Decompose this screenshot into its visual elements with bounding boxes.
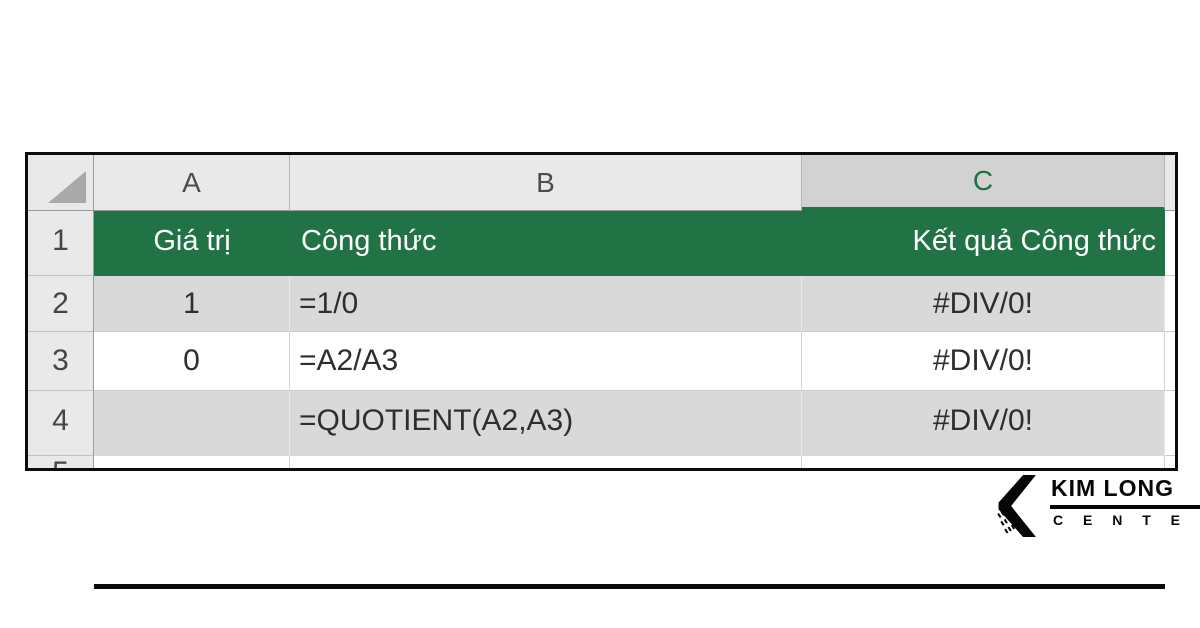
cell-a5[interactable] bbox=[94, 456, 290, 468]
cell-c5[interactable] bbox=[802, 456, 1165, 468]
cell-d3[interactable] bbox=[1165, 332, 1175, 391]
cell-c2[interactable]: #DIV/0! bbox=[802, 276, 1165, 332]
row-header-4[interactable]: 4 bbox=[28, 391, 94, 456]
column-header-sliver[interactable] bbox=[1165, 155, 1175, 211]
cell-a3[interactable]: 0 bbox=[94, 332, 290, 391]
kimlong-logo-text: KIM LONG C E N T E R bbox=[1050, 475, 1200, 528]
logo-line2: C E N T E R bbox=[1053, 512, 1200, 528]
spreadsheet-grid: A B C 1 Giá trị Công thức Kết quả Công t… bbox=[25, 152, 1178, 589]
cell-d5[interactable] bbox=[1165, 456, 1175, 468]
select-all-corner[interactable] bbox=[28, 155, 94, 211]
kimlong-logo: KIM LONG C E N T E R bbox=[997, 475, 1200, 537]
cell-d1[interactable] bbox=[1165, 211, 1175, 276]
cell-b5[interactable] bbox=[290, 456, 802, 468]
thick-border-under-header-row bbox=[94, 584, 1165, 589]
cell-d2[interactable] bbox=[1165, 276, 1175, 332]
cell-c4[interactable]: #DIV/0! bbox=[802, 391, 1165, 456]
row-header-2[interactable]: 2 bbox=[28, 276, 94, 332]
cell-a2[interactable]: 1 bbox=[94, 276, 290, 332]
cell-a1[interactable]: Giá trị bbox=[94, 211, 290, 276]
column-header-c-selected[interactable]: C bbox=[802, 155, 1165, 211]
cell-c1[interactable]: Kết quả Công thức bbox=[802, 211, 1165, 276]
row-header-5-label: 5 bbox=[52, 458, 69, 469]
column-header-a[interactable]: A bbox=[94, 155, 290, 211]
cell-b2[interactable]: =1/0 bbox=[290, 276, 802, 332]
cell-b1[interactable]: Công thức bbox=[290, 211, 802, 276]
row-header-1[interactable]: 1 bbox=[28, 211, 94, 276]
row-header-3[interactable]: 3 bbox=[28, 332, 94, 391]
cell-a4[interactable] bbox=[94, 391, 290, 456]
kimlong-chevron-icon bbox=[997, 475, 1036, 537]
cell-b4[interactable]: =QUOTIENT(A2,A3) bbox=[290, 391, 802, 456]
select-all-triangle-icon bbox=[48, 171, 86, 203]
row-header-5-partial[interactable]: 5 bbox=[28, 456, 94, 468]
column-header-b[interactable]: B bbox=[290, 155, 802, 211]
cell-c3[interactable]: #DIV/0! bbox=[802, 332, 1165, 391]
logo-line1: KIM LONG bbox=[1050, 475, 1200, 509]
cell-d4[interactable] bbox=[1165, 391, 1175, 456]
cell-b3[interactable]: =A2/A3 bbox=[290, 332, 802, 391]
